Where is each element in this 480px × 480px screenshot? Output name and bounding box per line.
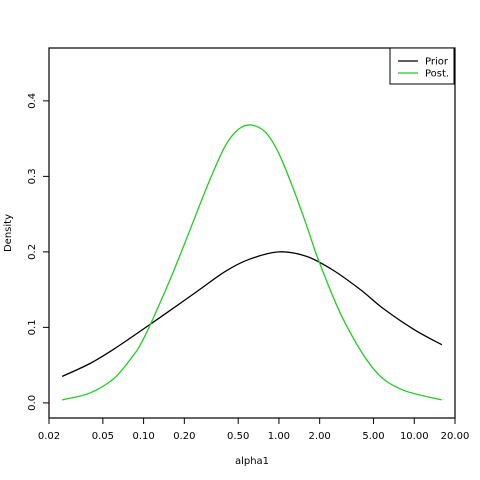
series-line-prior — [61, 251, 443, 378]
x-tick-label-1: 0.05 — [92, 431, 114, 442]
legend-label-post: Post. — [425, 69, 449, 80]
x-tick-label-5: 1.00 — [268, 431, 290, 442]
series-layer — [61, 124, 443, 401]
y-axis-label: Density — [3, 214, 14, 252]
x-tick-label-7: 5.00 — [362, 431, 384, 442]
legend-label-prior: Prior — [425, 57, 449, 68]
x-axis-label: alpha1 — [235, 456, 269, 467]
legend-box — [389, 47, 455, 85]
plot-frame — [48, 47, 456, 419]
x-tick-label-8: 10.00 — [400, 431, 429, 442]
series-line-post — [61, 124, 443, 401]
legend: Prior Post. — [389, 47, 455, 85]
x-tick-label-0: 0.02 — [38, 431, 60, 442]
x-tick-label-4: 0.50 — [227, 431, 249, 442]
y-tick-label-4: 0.4 — [27, 93, 38, 109]
x-axis: 0.02 0.05 0.10 0.20 0.50 1.00 2.00 5.00 10.00 20.… — [38, 418, 469, 442]
y-tick-label-0: 0.0 — [27, 395, 38, 411]
x-tick-label-6: 2.00 — [309, 431, 331, 442]
x-tick-label-2: 0.10 — [132, 431, 154, 442]
y-tick-label-2: 0.2 — [27, 244, 38, 260]
y-axis: 0.0 0.1 0.2 0.3 0.4 — [27, 93, 49, 411]
x-tick-label-3: 0.20 — [173, 431, 195, 442]
y-tick-label-3: 0.3 — [27, 168, 38, 184]
y-tick-label-1: 0.1 — [27, 319, 38, 335]
x-tick-label-9: 20.00 — [441, 431, 470, 442]
